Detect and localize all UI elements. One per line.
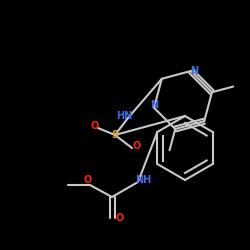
Text: O: O: [116, 213, 124, 223]
Text: N: N: [150, 100, 158, 110]
Text: HN: HN: [116, 111, 132, 121]
Text: S: S: [112, 130, 118, 140]
Text: O: O: [84, 175, 92, 185]
Text: NH: NH: [135, 175, 151, 185]
Text: N: N: [190, 66, 198, 76]
Text: O: O: [133, 141, 141, 151]
Text: O: O: [91, 121, 99, 131]
